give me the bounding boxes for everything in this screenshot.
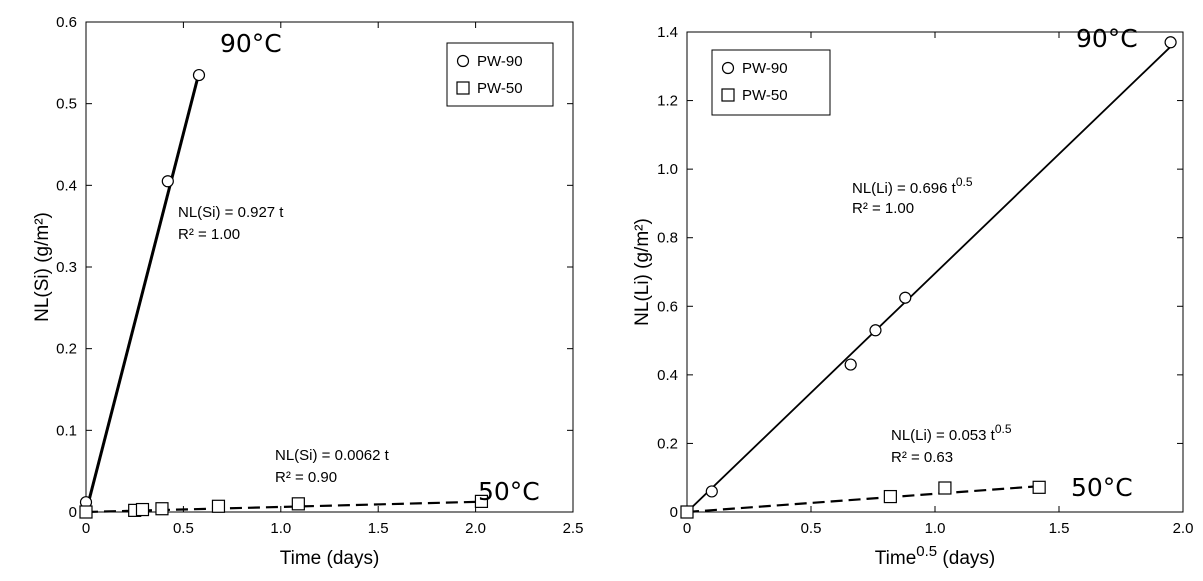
fit-r-squared: R² = 0.63 [891, 449, 953, 466]
y-tick-label: 0.6 [56, 14, 77, 31]
data-point-pw-50 [938, 481, 952, 495]
temperature-label: 90°C [1076, 24, 1138, 53]
y-tick-label: 1.0 [657, 161, 678, 178]
data-point-pw-90 [161, 175, 174, 188]
data-point-pw-50 [211, 499, 226, 513]
legend-entry: PW-50 [477, 80, 523, 97]
temperature-label: 50°C [1071, 473, 1133, 502]
x-tick-label: 0.5 [801, 520, 822, 537]
y-axis-title: NL(Li) (g/m²) [632, 218, 653, 326]
x-axis-title: Time (days) [280, 548, 380, 569]
data-point-pw-90 [899, 291, 912, 304]
y-tick-label: 0 [670, 504, 678, 521]
fit-equation: NL(Si) = 0.927 t [178, 204, 284, 221]
data-point-pw-50 [291, 497, 305, 511]
fit-equation: NL(Li) = 0.696 t0.5 [852, 175, 973, 197]
legend-marker-square [721, 88, 735, 102]
data-point-pw-90 [192, 68, 206, 82]
legend-marker-square [456, 81, 470, 95]
x-axis-title: Time0.5 (days) [875, 543, 995, 569]
legend-entry: PW-50 [742, 87, 788, 104]
x-tick-label: 0.5 [173, 520, 194, 537]
y-tick-label: 0.1 [56, 422, 77, 439]
y-tick-label: 1.2 [657, 93, 678, 110]
y-tick-label: 0.3 [56, 259, 77, 276]
x-tick-label: 1.5 [368, 520, 389, 537]
y-tick-label: 0.4 [657, 367, 678, 384]
fit-equation: NL(Si) = 0.0062 t [275, 447, 390, 464]
y-tick-label: 1.4 [657, 24, 678, 41]
fit-line-pw-90 [84, 72, 201, 513]
data-point-pw-50 [155, 502, 169, 516]
data-point-pw-90 [844, 358, 857, 371]
data-point-pw-90 [869, 324, 882, 337]
fit-equation-base: NL(Li) = 0.053 t [891, 427, 996, 444]
legend-marker-circle [456, 54, 470, 68]
fit-r-squared: R² = 1.00 [852, 200, 914, 217]
temperature-label: 90°C [220, 29, 282, 58]
legend-box [446, 42, 554, 107]
y-tick-label: 0.2 [657, 435, 678, 452]
x-tick-label: 0 [82, 520, 90, 537]
y-tick-label: 0.8 [657, 230, 678, 247]
x-axis-title-tail: (days) [937, 548, 995, 569]
y-tick-label: 0 [69, 504, 77, 521]
y-tick-label: 0.5 [56, 96, 77, 113]
fit-equation-base: NL(Li) = 0.696 t [852, 180, 957, 197]
fit-line-pw-90 [686, 46, 1172, 513]
x-tick-label: 2.0 [1173, 520, 1194, 537]
fit-r-squared: R² = 1.00 [178, 226, 240, 243]
data-point-pw-50 [1032, 480, 1046, 494]
data-point-pw-50 [474, 494, 489, 508]
legend-marker-circle [721, 61, 735, 75]
data-point-pw-50 [680, 505, 694, 519]
x-tick-label: 1.5 [1049, 520, 1070, 537]
x-axis-title-base: Time [875, 548, 917, 569]
x-tick-label: 2.5 [563, 520, 584, 537]
panel-nl-si: 0 0.5 1.0 1.5 2.0 2.5 0 0.1 0.2 0.3 0.4 0.5 0.6 Time … [32, 14, 583, 569]
temperature-label: 50°C [478, 477, 540, 506]
x-tick-label: 1.0 [270, 520, 291, 537]
y-tick-label: 0.6 [657, 298, 678, 315]
legend-entry: PW-90 [742, 60, 788, 77]
fit-line-pw-50 [686, 485, 1040, 514]
panel-nl-li: 0 0.5 1.0 1.5 2.000.20.40.60.81.01.21.4Time0… [632, 24, 1193, 569]
data-point-pw-90 [705, 485, 718, 498]
y-axis-title: NL(Si) (g/m²) [32, 212, 53, 322]
data-point-pw-50 [135, 502, 150, 517]
legend-entry: PW-90 [477, 53, 523, 70]
x-tick-label: 0 [683, 520, 691, 537]
fit-equation-sup: 0.5 [995, 422, 1012, 436]
x-axis-title-sup: 0.5 [916, 543, 937, 560]
data-point-pw-50 [883, 489, 897, 504]
y-tick-label: 0.2 [56, 341, 77, 358]
x-tick-label: 2.0 [465, 520, 486, 537]
data-point-pw-50 [79, 505, 93, 519]
data-point-pw-90 [1164, 36, 1177, 49]
fit-equation: NL(Li) = 0.053 t0.5 [891, 422, 1012, 444]
fit-line-pw-50 [85, 500, 482, 514]
y-tick-label: 0.4 [56, 177, 77, 194]
fit-equation-sup: 0.5 [956, 175, 973, 189]
x-tick-label: 1.0 [925, 520, 946, 537]
legend-box [711, 49, 831, 116]
fit-r-squared: R² = 0.90 [275, 469, 337, 486]
